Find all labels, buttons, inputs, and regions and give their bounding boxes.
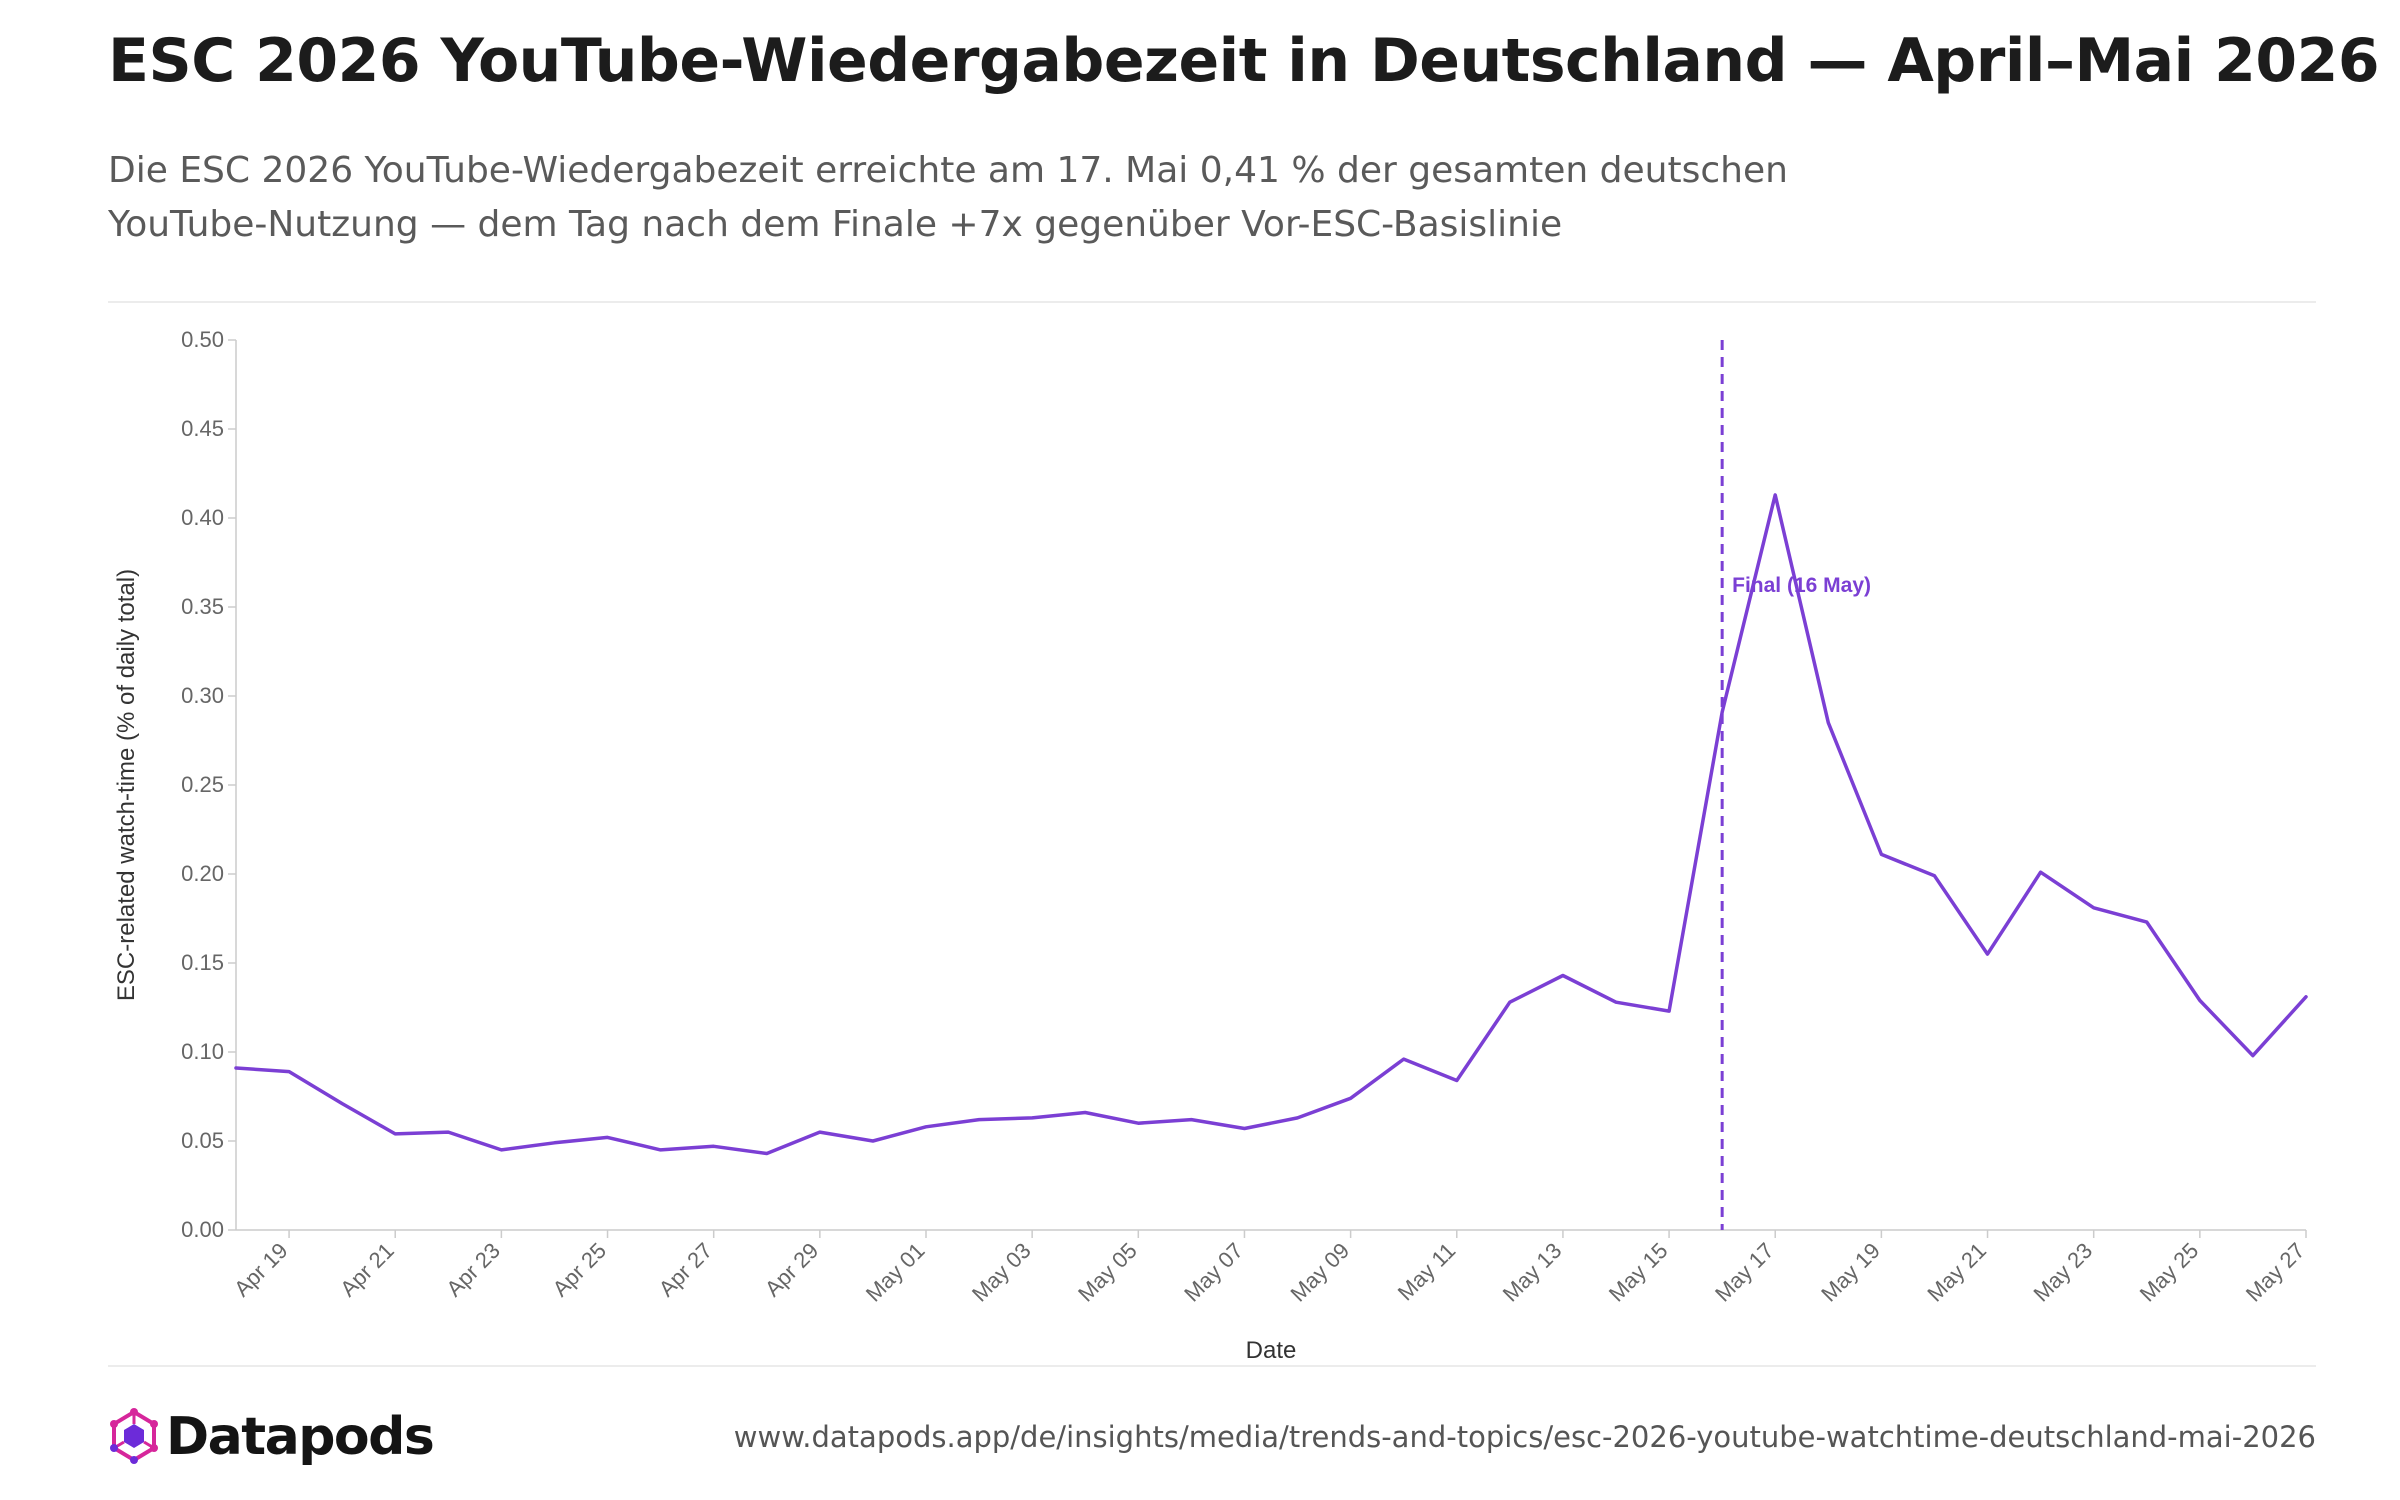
data-point	[1349, 1097, 1352, 1100]
line-chart: 0.00 0.05 0.10 0.15 0.20 0.25 0.30 0.35 0.40 0.45…	[113, 327, 2310, 1360]
x-tick-label: May 11	[1393, 1238, 1461, 1306]
brand-logo[interactable]: Datapods	[108, 1405, 435, 1469]
data-point	[1561, 974, 1564, 977]
data-point	[2092, 906, 2095, 909]
y-tick-label: 0.45	[181, 416, 224, 441]
data-point	[1880, 853, 1883, 856]
data-point	[1137, 1122, 1140, 1125]
data-point	[818, 1131, 821, 1134]
data-point	[1243, 1127, 1246, 1130]
x-tick-label: May 07	[1179, 1238, 1248, 1307]
data-point	[1721, 711, 1724, 714]
y-tick-label: 0.05	[181, 1128, 224, 1153]
data-point	[341, 1102, 344, 1105]
y-tick-label: 0.15	[181, 950, 224, 975]
data-point	[2305, 995, 2308, 998]
data-point	[394, 1132, 397, 1135]
footer-divider	[108, 1365, 2316, 1367]
x-tick-label: Apr 19	[229, 1238, 293, 1302]
y-tick-label: 0.25	[181, 772, 224, 797]
x-tick-label: May 27	[2241, 1238, 2310, 1307]
x-tick-label: May 13	[1498, 1238, 1567, 1307]
data-point	[606, 1136, 609, 1139]
data-point	[1296, 1116, 1299, 1119]
x-tick-label: May 23	[2029, 1238, 2098, 1307]
data-point	[925, 1125, 928, 1128]
series-line	[234, 493, 2308, 1156]
data-point	[2198, 999, 2201, 1002]
data-point	[1986, 953, 1989, 956]
x-tick-label: May 15	[1604, 1238, 1673, 1307]
chart-title: ESC 2026 YouTube-Wiedergabezeit in Deuts…	[108, 26, 2380, 96]
data-point	[447, 1131, 450, 1134]
data-point	[1031, 1116, 1034, 1119]
data-point	[1455, 1079, 1458, 1082]
data-point	[500, 1148, 503, 1151]
chart-subtitle: Die ESC 2026 YouTube-Wiedergabezeit erre…	[108, 150, 1788, 245]
data-point	[235, 1067, 238, 1070]
data-point	[1615, 1001, 1618, 1004]
y-tick-label: 0.30	[181, 683, 224, 708]
x-tick-label: Apr 23	[441, 1238, 505, 1302]
datapods-logo-icon	[110, 1408, 158, 1464]
x-tick-label: May 05	[1073, 1238, 1142, 1307]
brand-name: Datapods	[166, 1407, 435, 1467]
x-tick-label: May 01	[861, 1238, 930, 1307]
x-axis: Apr 19 Apr 21 Apr 23 Apr 25 Apr 27 Apr 29 May …	[229, 1229, 2310, 1307]
x-tick-label: May 21	[1922, 1238, 1991, 1307]
x-tick-label: Apr 21	[335, 1238, 399, 1302]
x-tick-label: May 03	[967, 1238, 1036, 1307]
x-tick-label: Apr 25	[548, 1238, 612, 1302]
data-point	[978, 1118, 981, 1121]
data-point	[765, 1152, 768, 1155]
source-url-link[interactable]: www.datapods.app/de/insights/media/trend…	[733, 1420, 2316, 1454]
header-divider	[108, 301, 2316, 303]
y-tick-label: 0.35	[181, 594, 224, 619]
data-point	[288, 1070, 291, 1073]
data-point	[1668, 1010, 1671, 1013]
data-point	[2145, 921, 2148, 924]
data-point	[1402, 1058, 1405, 1061]
data-point	[1508, 1001, 1511, 1004]
annotation-layer: Final (16 May)	[1720, 340, 1871, 1230]
x-tick-label: May 19	[1816, 1238, 1885, 1307]
data-point	[2039, 871, 2042, 874]
data-point	[1774, 493, 1777, 496]
x-tick-label: May 09	[1285, 1238, 1354, 1307]
y-tick-label: 0.10	[181, 1039, 224, 1064]
y-axis-title: ESC-related watch-time (% of daily total…	[113, 569, 140, 1001]
data-point	[2251, 1054, 2254, 1057]
y-tick-label: 0.20	[181, 861, 224, 886]
y-axis: 0.00 0.05 0.10 0.15 0.20 0.25 0.30 0.35 0.40 0.45…	[181, 327, 237, 1242]
final-marker-label: Final (16 May)	[1732, 574, 1871, 597]
series-layer	[234, 493, 2308, 1156]
y-tick-label: 0.40	[181, 505, 224, 530]
y-tick-label: 0.50	[181, 327, 224, 352]
x-tick-label: Apr 29	[760, 1238, 824, 1302]
data-point	[712, 1145, 715, 1148]
data-point	[1084, 1111, 1087, 1114]
data-point	[1827, 721, 1830, 724]
data-point	[1933, 874, 1936, 877]
data-point	[553, 1141, 556, 1144]
x-tick-label: Apr 27	[654, 1238, 718, 1302]
data-point	[1190, 1118, 1193, 1121]
data-point	[659, 1148, 662, 1151]
data-point	[871, 1140, 874, 1143]
x-tick-label: May 25	[2135, 1238, 2204, 1307]
x-tick-label: May 17	[1710, 1238, 1779, 1307]
x-axis-title: Date	[1246, 1337, 1297, 1360]
y-tick-label: 0.00	[181, 1217, 224, 1242]
